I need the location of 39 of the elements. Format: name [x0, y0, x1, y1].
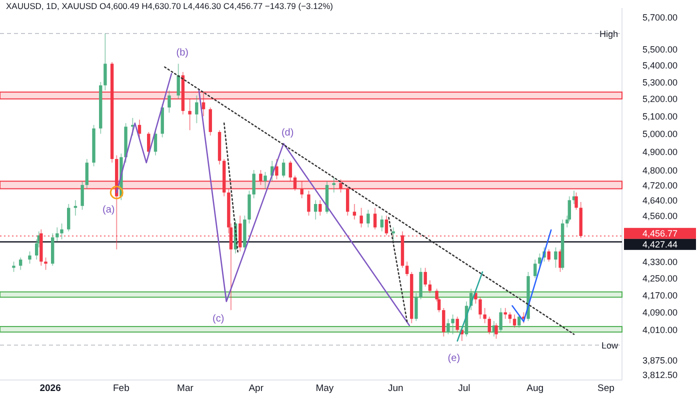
y-tick-label: 4,010.00: [642, 325, 678, 336]
y-tick-label: 4,560.00: [642, 210, 678, 221]
annotation: (e): [448, 353, 460, 364]
x-tick-label: Sep: [598, 383, 614, 394]
y-tick-label: 4,090.00: [642, 308, 678, 318]
y-tick-label: 4,427.44: [642, 240, 678, 250]
y-tick-label: 4,330.00: [642, 256, 678, 267]
y-tick-label: 3,812.50: [642, 370, 678, 380]
x-tick-label: 2026: [40, 383, 61, 394]
annotation: (d): [281, 128, 294, 139]
line-series: [198, 90, 410, 326]
y-tick-label: 5,000.00: [642, 129, 678, 140]
ref-line-label: Low: [601, 340, 618, 351]
y-tick-label: 4,900.00: [642, 147, 678, 158]
annotation: (a): [102, 204, 115, 216]
y-tick-label: 4,250.00: [642, 273, 678, 284]
y-tick-label: 5,200.00: [642, 94, 678, 104]
annotation: (b): [176, 48, 188, 59]
x-tick-label: May: [316, 383, 334, 394]
y-tick-label: 4,170.00: [642, 290, 678, 300]
x-tick-label: Apr: [248, 383, 264, 394]
y-tick-label: 5,100.00: [642, 111, 678, 122]
annotation: (c): [212, 314, 224, 324]
y-tick-label: 4,640.00: [642, 195, 678, 206]
y-tick-label: 5,500.00: [642, 44, 678, 54]
chart-title: XAUUSD, 1D, XAUUSD O4,600.49 H4,630.70 L4,446.30 C4,456.77 −143.79 (−3.12%): [6, 1, 334, 11]
x-tick-label: Feb: [113, 383, 130, 394]
y-tick-label: 3,875.00: [642, 356, 678, 366]
y-tick-label: 5,700.00: [642, 12, 678, 23]
y-tick-label: 4,720.00: [642, 180, 678, 190]
x-tick-label: Jul: [458, 383, 470, 394]
y-tick-label: 5,300.00: [642, 77, 678, 88]
ref-line-label: High: [599, 29, 618, 40]
y-tick-label: 4,456.77: [642, 228, 678, 239]
y-tick-label: 4,800.00: [642, 165, 678, 176]
y-tick-label: 5,400.00: [642, 60, 678, 71]
x-tick-label: Jun: [388, 383, 404, 394]
x-tick-label: Mar: [177, 383, 194, 394]
x-tick-label: Aug: [526, 383, 544, 394]
